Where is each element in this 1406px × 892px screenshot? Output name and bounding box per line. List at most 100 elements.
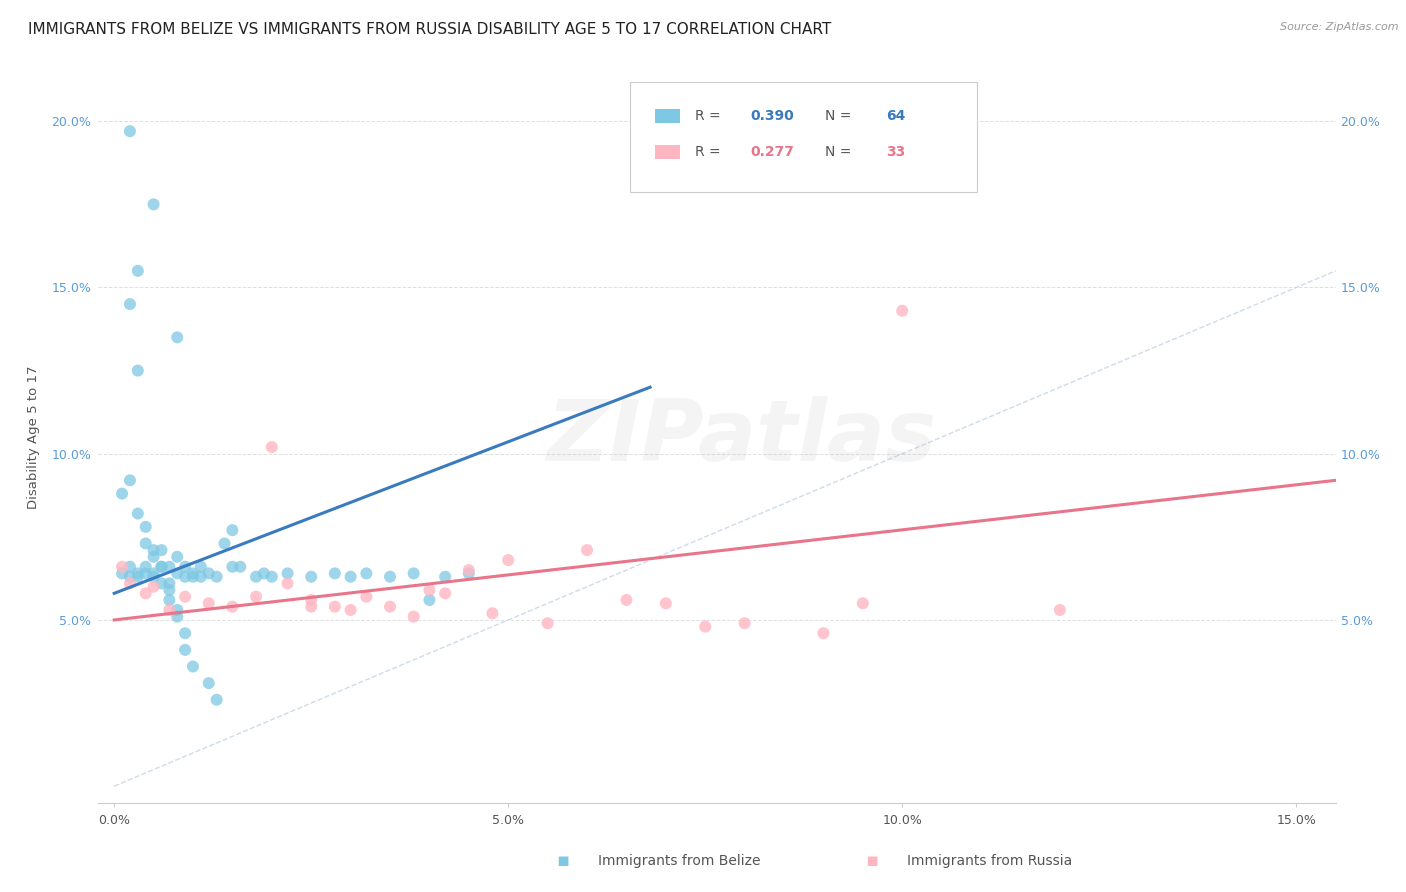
Point [166, 609, 188, 624]
Text: 0.277: 0.277 [751, 145, 794, 159]
Point [214, 536, 236, 550]
Point [127, 363, 149, 377]
Point [616, 593, 638, 607]
Point [655, 596, 678, 610]
Point [323, 566, 346, 581]
Point [135, 536, 157, 550]
Point [142, 580, 165, 594]
Point [150, 576, 173, 591]
Point [221, 523, 243, 537]
Point [197, 566, 219, 581]
Point [245, 590, 267, 604]
Point [734, 616, 756, 631]
Y-axis label: Disability Age 5 to 17: Disability Age 5 to 17 [28, 366, 41, 508]
Point [135, 559, 157, 574]
Point [127, 507, 149, 521]
Point [418, 582, 440, 597]
Point [205, 692, 228, 706]
Point [891, 303, 914, 318]
Point [142, 543, 165, 558]
Point [402, 566, 425, 581]
Point [150, 559, 173, 574]
Point [418, 593, 440, 607]
Point [142, 570, 165, 584]
Point [323, 599, 346, 614]
Point [402, 609, 425, 624]
Point [174, 590, 197, 604]
Point [356, 590, 378, 604]
Point [378, 570, 401, 584]
Point [174, 626, 197, 640]
Point [260, 570, 283, 584]
Point [127, 570, 149, 584]
Point [157, 582, 180, 597]
Point [481, 607, 503, 621]
Text: Immigrants from Belize: Immigrants from Belize [598, 854, 761, 868]
Point [229, 559, 252, 574]
Point [576, 543, 599, 558]
Point [166, 549, 188, 564]
Point [127, 566, 149, 581]
Point [157, 593, 180, 607]
Point [221, 599, 243, 614]
Text: ▪: ▪ [555, 851, 569, 871]
Point [277, 566, 299, 581]
Point [127, 264, 149, 278]
Point [166, 603, 188, 617]
Text: ZIPatlas: ZIPatlas [547, 395, 936, 479]
Point [434, 586, 457, 600]
Point [260, 440, 283, 454]
Point [118, 473, 141, 487]
Point [142, 549, 165, 564]
Point [205, 570, 228, 584]
Point [157, 603, 180, 617]
Point [157, 576, 180, 591]
FancyBboxPatch shape [630, 82, 977, 192]
Point [457, 566, 479, 581]
FancyBboxPatch shape [655, 109, 681, 123]
Point [299, 593, 322, 607]
Point [157, 559, 180, 574]
Point [813, 626, 835, 640]
Point [118, 570, 141, 584]
Point [852, 596, 875, 610]
Point [339, 570, 361, 584]
Point [378, 599, 401, 614]
Point [434, 570, 457, 584]
Point [181, 659, 204, 673]
Point [174, 559, 197, 574]
Point [1049, 603, 1071, 617]
Point [111, 486, 134, 500]
Point [197, 596, 219, 610]
Text: 0.390: 0.390 [751, 109, 794, 123]
Point [299, 599, 322, 614]
Text: R =: R = [695, 109, 724, 123]
Point [695, 619, 717, 633]
Point [111, 566, 134, 581]
Point [166, 566, 188, 581]
Point [118, 559, 141, 574]
Point [135, 520, 157, 534]
Text: ▪: ▪ [865, 851, 879, 871]
Point [174, 643, 197, 657]
Text: R =: R = [695, 145, 724, 159]
Point [135, 566, 157, 581]
Point [339, 603, 361, 617]
Point [142, 197, 165, 211]
Point [221, 559, 243, 574]
Point [356, 566, 378, 581]
Point [166, 330, 188, 344]
Text: Immigrants from Russia: Immigrants from Russia [907, 854, 1073, 868]
Text: IMMIGRANTS FROM BELIZE VS IMMIGRANTS FROM RUSSIA DISABILITY AGE 5 TO 17 CORRELAT: IMMIGRANTS FROM BELIZE VS IMMIGRANTS FRO… [28, 22, 831, 37]
Point [111, 559, 134, 574]
Text: 64: 64 [887, 109, 905, 123]
Text: Source: ZipAtlas.com: Source: ZipAtlas.com [1281, 22, 1399, 32]
Point [181, 570, 204, 584]
Point [536, 616, 558, 631]
Point [277, 576, 299, 591]
Point [142, 566, 165, 581]
FancyBboxPatch shape [655, 145, 681, 159]
Text: 33: 33 [887, 145, 905, 159]
Point [197, 676, 219, 690]
Point [253, 566, 276, 581]
